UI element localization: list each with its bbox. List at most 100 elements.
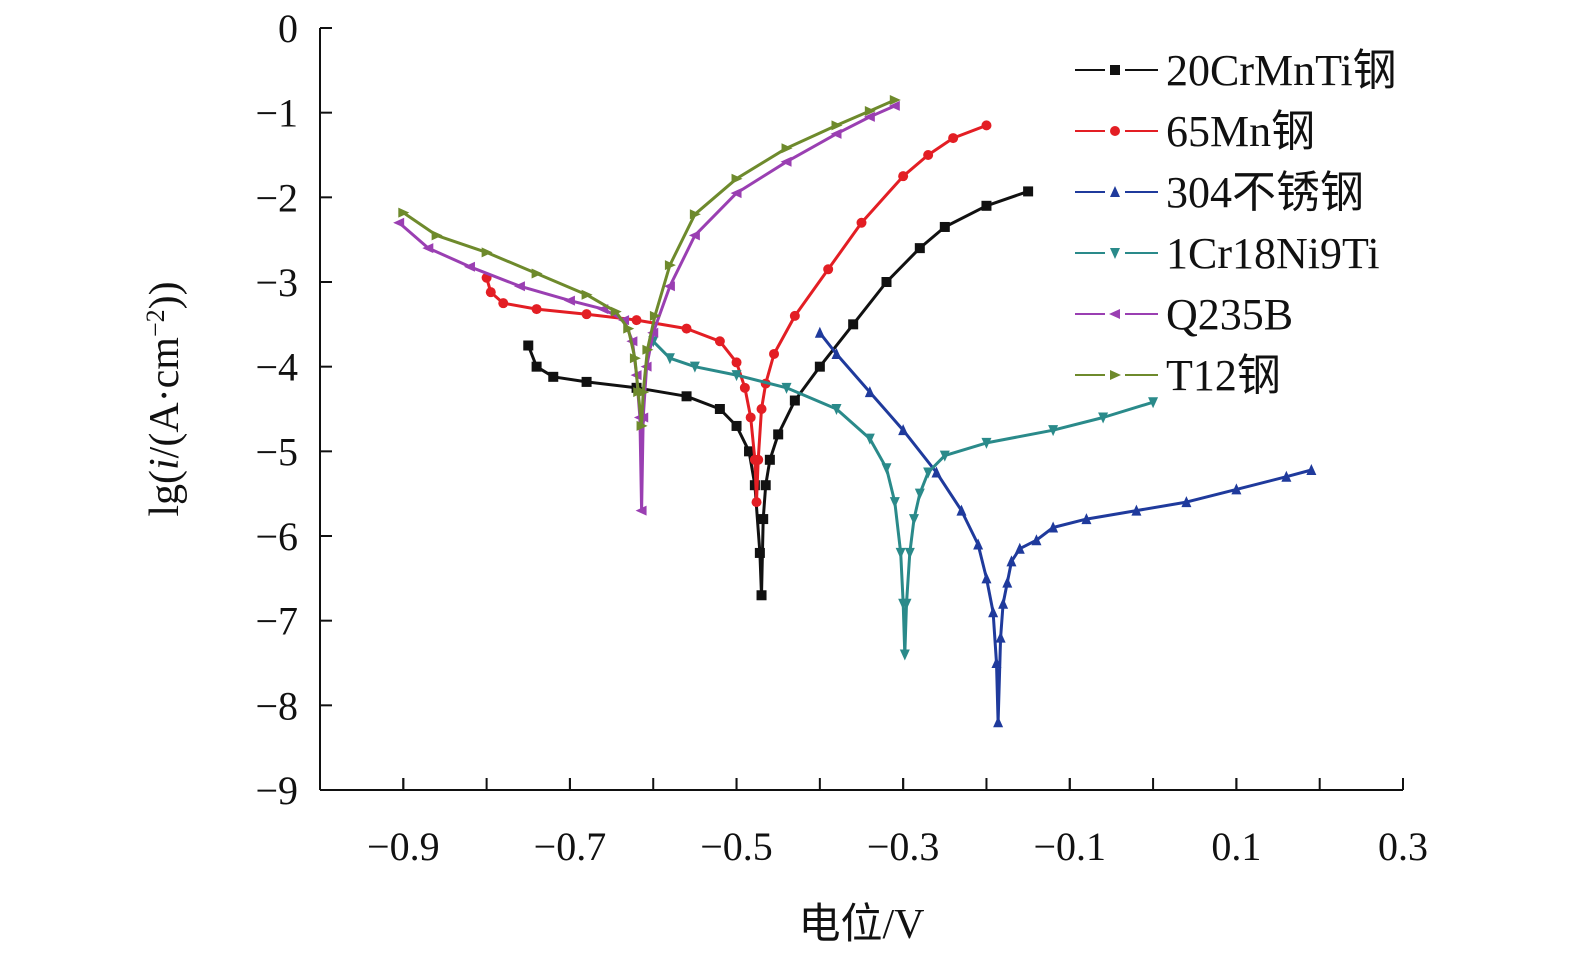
data-point	[1014, 542, 1025, 554]
data-point	[739, 382, 750, 393]
y-tick-label: −5	[255, 429, 298, 474]
data-point	[914, 243, 925, 254]
data-point	[939, 221, 950, 232]
data-point	[751, 497, 762, 508]
y-ticks: 0 −1 −2 −3 −4 −5 −6 −7 −8 −9	[255, 6, 332, 813]
y-axis-title-suffix: ))	[142, 281, 188, 309]
x-tick-label: 0.3	[1378, 824, 1428, 869]
data-point	[563, 295, 575, 306]
data-point	[1098, 412, 1109, 424]
legend-label: T12钢	[1166, 351, 1281, 400]
axes	[319, 28, 1403, 791]
data-point	[995, 631, 1006, 643]
data-point	[485, 287, 496, 298]
data-point	[531, 361, 542, 372]
data-point	[908, 514, 919, 526]
data-point	[610, 306, 622, 317]
x-tick-label: −0.3	[867, 824, 940, 869]
data-point	[830, 128, 842, 139]
data-point	[764, 454, 775, 465]
data-point	[881, 463, 892, 475]
data-point	[848, 319, 859, 330]
x-tick-label: −0.1	[1033, 824, 1106, 869]
data-point	[863, 111, 875, 122]
x-tick-label: −0.7	[534, 824, 607, 869]
data-point	[642, 344, 654, 355]
data-point	[981, 572, 992, 584]
data-point	[899, 649, 910, 661]
data-point	[1281, 470, 1292, 482]
data-point	[901, 598, 912, 610]
series-3	[814, 326, 1317, 728]
data-point	[1048, 425, 1059, 437]
legend-item: Q235B	[1075, 290, 1293, 339]
legend-item: 20CrMnTi钢	[1075, 46, 1397, 95]
data-point	[531, 304, 542, 315]
data-point	[923, 467, 934, 479]
legend-label: 20CrMnTi钢	[1166, 46, 1397, 95]
series-line	[402, 98, 896, 428]
data-point	[895, 547, 906, 559]
data-point	[688, 230, 700, 241]
y-axis-title: lg(i/(A·cm−2))	[141, 281, 189, 516]
series-4	[648, 336, 1159, 661]
data-point	[823, 264, 834, 275]
data-point	[981, 437, 992, 449]
data-point	[1231, 483, 1242, 495]
data-point	[998, 597, 1009, 609]
y-tick-label: −8	[255, 683, 298, 728]
data-point	[689, 361, 700, 373]
y-tick-label: −9	[255, 768, 298, 813]
y-axis-title-prefix: lg(	[142, 470, 188, 517]
data-point	[745, 412, 756, 423]
legend-marker	[1110, 65, 1120, 75]
data-point	[939, 450, 950, 462]
x-tick-label: −0.5	[700, 824, 773, 869]
legend-item: 304不锈钢	[1075, 168, 1364, 217]
data-point	[789, 310, 800, 321]
data-point	[638, 387, 650, 398]
data-point	[898, 171, 909, 182]
series-5	[393, 100, 900, 516]
data-point	[814, 361, 825, 372]
legend-marker	[1110, 186, 1120, 197]
data-point	[664, 353, 675, 365]
data-point	[398, 207, 410, 218]
series-line	[485, 123, 988, 504]
series-line	[526, 189, 1029, 597]
data-point	[498, 298, 509, 309]
data-point	[393, 217, 405, 228]
data-point	[463, 261, 475, 272]
data-point	[781, 143, 793, 154]
data-point	[1006, 555, 1017, 567]
data-point	[681, 391, 692, 402]
data-point	[931, 466, 942, 478]
data-point	[523, 340, 534, 351]
data-point	[993, 716, 1004, 728]
data-point	[760, 480, 771, 491]
data-point	[1081, 513, 1092, 525]
data-point	[756, 404, 767, 414]
y-tick-label: −2	[255, 175, 298, 220]
data-point	[531, 268, 543, 279]
data-point	[431, 230, 443, 241]
data-point	[769, 348, 780, 359]
x-tick-label: 0.1	[1211, 824, 1261, 869]
data-point	[548, 371, 559, 382]
series-1	[523, 186, 1034, 601]
data-point	[864, 386, 875, 398]
y-tick-label: −1	[255, 91, 298, 136]
x-ticks: −0.9 −0.7 −0.5 −0.3 −0.1 0.1 0.3	[367, 778, 1428, 869]
data-point	[889, 94, 901, 105]
data-point	[663, 281, 675, 292]
data-point	[744, 446, 755, 457]
data-point	[758, 514, 769, 525]
data-point	[789, 395, 800, 406]
data-point	[991, 657, 1002, 668]
data-point	[714, 404, 725, 414]
series-line	[652, 340, 1154, 656]
data-point	[956, 504, 967, 516]
data-point	[864, 105, 876, 116]
data-point	[988, 606, 999, 618]
